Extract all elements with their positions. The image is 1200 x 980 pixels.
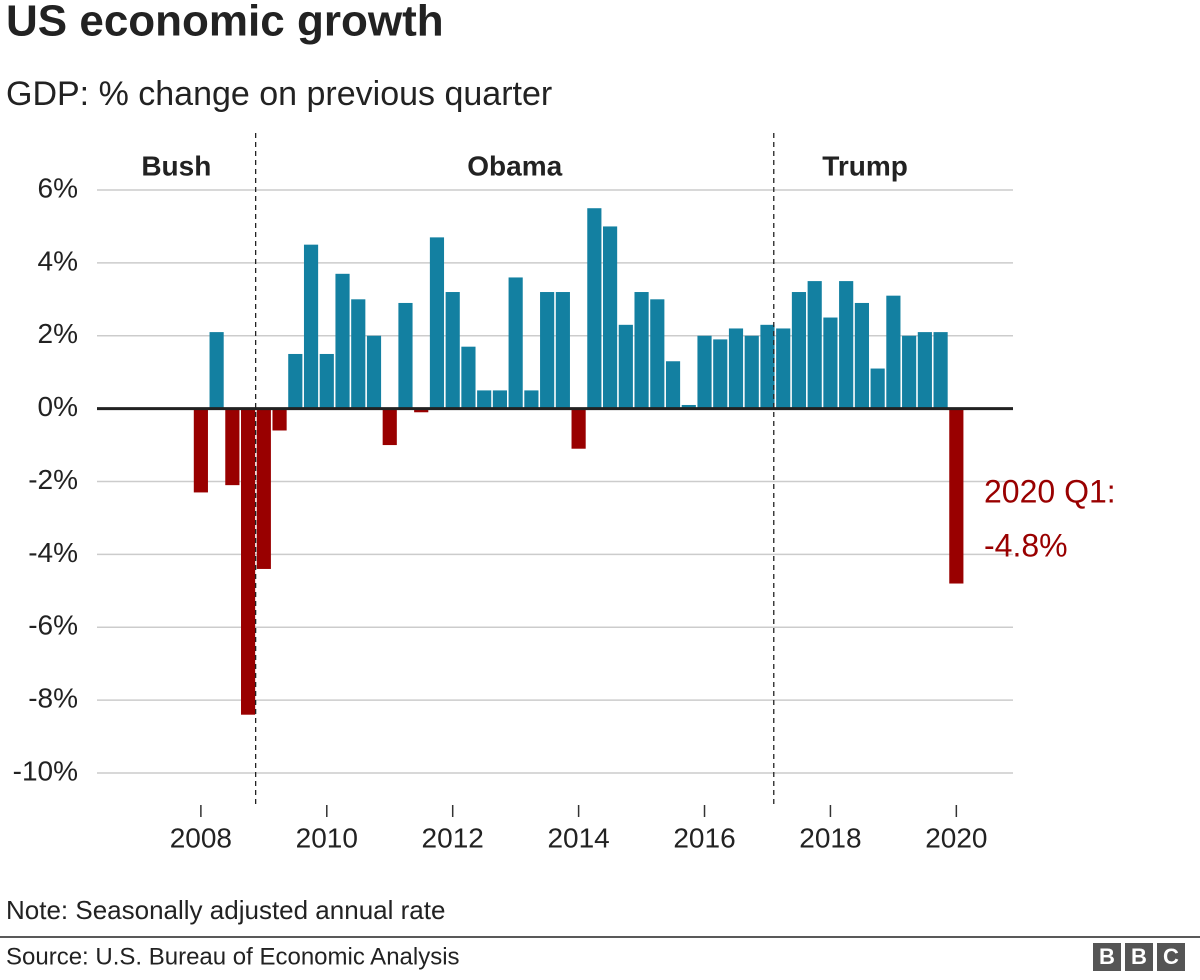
bar — [933, 332, 948, 409]
logo-block — [1125, 943, 1153, 971]
bar — [319, 353, 334, 409]
y-tick-label: 6% — [38, 172, 78, 203]
chart-title: US economic growth — [6, 0, 444, 46]
logo-letter: B — [1099, 944, 1115, 969]
bar — [634, 292, 649, 409]
x-tick-label: 2010 — [296, 822, 358, 853]
bar — [728, 328, 744, 409]
bar — [272, 408, 287, 431]
y-tick-label: 2% — [38, 318, 78, 349]
bar — [618, 324, 633, 409]
bar — [902, 335, 917, 409]
period-label: Trump — [822, 150, 908, 181]
period-label: Obama — [467, 150, 562, 181]
x-tick-label: 2008 — [170, 822, 232, 853]
bar — [382, 408, 397, 446]
y-tick-label: -4% — [28, 537, 78, 568]
bar — [681, 404, 696, 409]
bar — [839, 281, 854, 409]
x-tick-label: 2020 — [925, 822, 987, 853]
bar — [193, 408, 208, 493]
bar — [288, 353, 303, 409]
y-tick-label: 4% — [38, 245, 78, 276]
logo-letter: C — [1163, 944, 1179, 969]
bar — [303, 244, 319, 409]
bar — [256, 408, 271, 569]
annotation: 2020 Q1: — [984, 473, 1116, 509]
bar — [713, 339, 728, 409]
bar — [540, 292, 555, 409]
bar — [744, 335, 759, 409]
bar — [697, 335, 712, 409]
x-tick-label: 2012 — [422, 822, 484, 853]
bar — [665, 361, 681, 409]
y-tick-label: 0% — [38, 391, 78, 422]
bar — [225, 408, 240, 486]
bar — [823, 317, 838, 409]
bar — [854, 302, 869, 409]
bar — [791, 292, 807, 409]
bar — [555, 292, 570, 409]
bar — [807, 281, 822, 409]
bar — [241, 408, 256, 715]
bar — [461, 346, 476, 409]
bar — [429, 237, 445, 409]
bar — [398, 302, 413, 409]
bar — [414, 408, 429, 413]
bar — [351, 299, 366, 409]
logo-block — [1157, 943, 1185, 971]
bar — [366, 335, 382, 409]
bar — [603, 226, 618, 409]
bar — [524, 390, 539, 409]
period-label: Bush — [141, 150, 211, 181]
y-tick-label: -10% — [13, 755, 78, 786]
bar — [209, 332, 224, 409]
y-tick-label: -2% — [28, 464, 78, 495]
x-tick-label: 2018 — [799, 822, 861, 853]
bar — [870, 368, 885, 409]
bar — [949, 408, 964, 584]
x-tick-label: 2014 — [547, 822, 609, 853]
logo-letter: B — [1131, 944, 1147, 969]
bar — [776, 328, 791, 409]
bar — [492, 390, 507, 409]
bar — [587, 208, 602, 409]
y-tick-label: -8% — [28, 683, 78, 714]
note: Note: Seasonally adjusted annual rate — [6, 895, 445, 925]
source: Source: U.S. Bureau of Economic Analysis — [6, 943, 460, 970]
bar — [917, 332, 932, 409]
bar — [886, 295, 901, 409]
bar — [335, 273, 350, 409]
bar — [650, 299, 665, 409]
y-tick-label: -6% — [28, 610, 78, 641]
logo-block — [1093, 943, 1121, 971]
x-tick-label: 2016 — [673, 822, 735, 853]
bar — [477, 390, 492, 409]
bar — [508, 277, 523, 409]
chart-subtitle: GDP: % change on previous quarter — [6, 75, 552, 113]
bar — [760, 324, 775, 409]
logo: B B C — [1093, 943, 1185, 971]
bar — [571, 408, 586, 449]
annotation: -4.8% — [984, 527, 1068, 563]
bar — [445, 292, 460, 409]
